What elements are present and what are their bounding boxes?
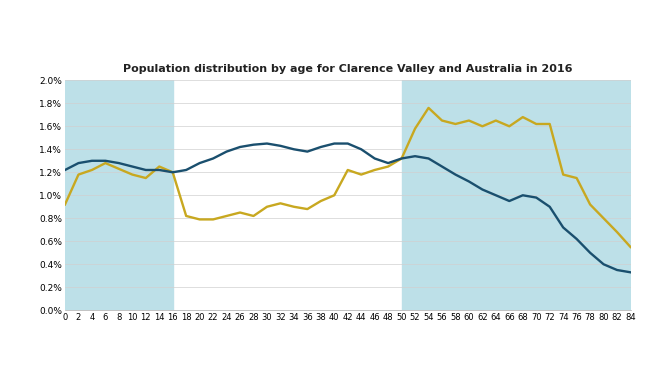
Text: Kids leave Clarence Valley at 18... lifestylers re-enter at 50: Kids leave Clarence Valley at 18... life… bbox=[10, 22, 650, 42]
Bar bbox=[65, 80, 173, 310]
Title: Population distribution by age for Clarence Valley and Australia in 2016: Population distribution by age for Clare… bbox=[123, 64, 573, 74]
Bar bbox=[402, 80, 630, 310]
